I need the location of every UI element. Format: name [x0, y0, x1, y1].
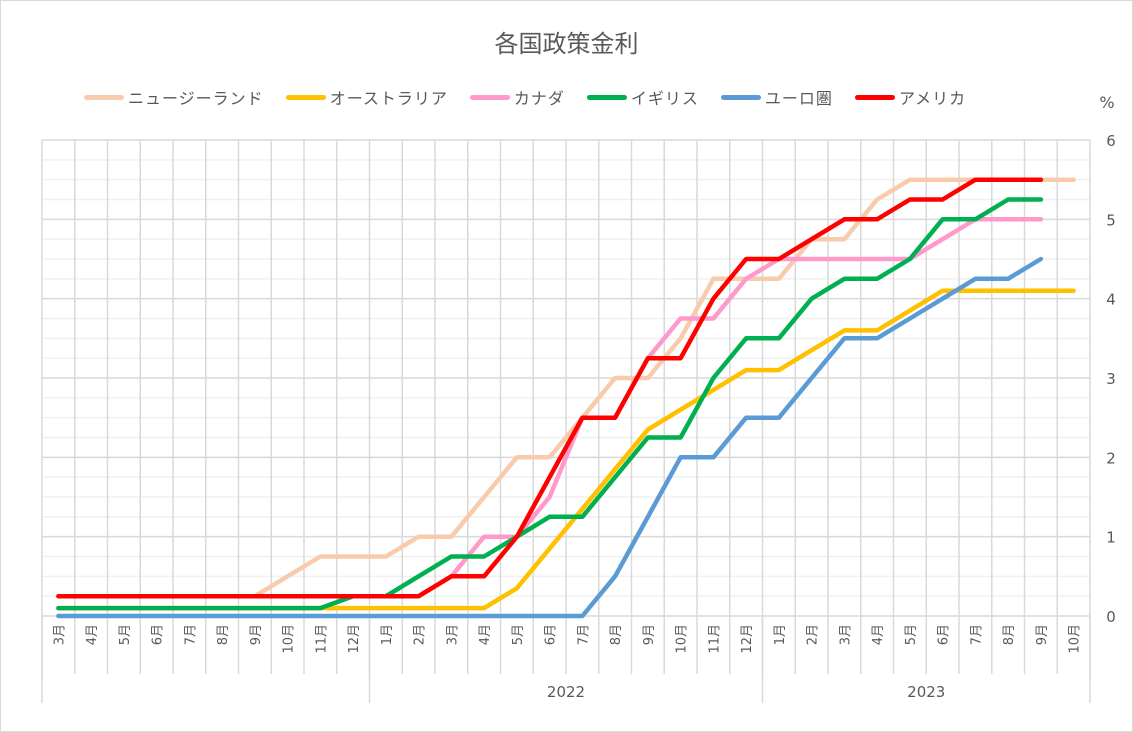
- legend-label: ニュージーランド: [128, 89, 264, 108]
- month-label: 8月: [1002, 624, 1017, 645]
- chart-legend: ニュージーランド オーストラリア カナダ イギリス ユーロ圏 アメリカ: [84, 86, 988, 108]
- series-line: [56, 256, 1044, 619]
- month-label: 1月: [380, 624, 395, 645]
- legend-label: アメリカ: [898, 89, 967, 108]
- legend-swatch-icon: [84, 94, 124, 100]
- legend-item: イギリス: [586, 85, 699, 109]
- month-label: 5月: [904, 624, 919, 645]
- chart-title: 各国政策金利: [494, 30, 639, 58]
- legend-swatch-icon: [469, 94, 510, 100]
- legend-item: カナダ: [469, 85, 565, 109]
- month-label: 3月: [445, 624, 460, 645]
- legend-label: イギリス: [630, 89, 699, 108]
- legend-swatch-icon: [586, 94, 627, 100]
- month-label: 2月: [413, 624, 428, 645]
- legend-label: カナダ: [513, 89, 565, 108]
- legend-swatch-icon: [285, 94, 326, 100]
- legend-swatch-icon: [854, 94, 895, 100]
- y-tick-label: 1: [1106, 529, 1116, 547]
- month-label: 12月: [740, 624, 755, 654]
- month-label: 3月: [838, 624, 853, 645]
- month-label: 9月: [249, 624, 264, 645]
- legend-item: ユーロ圏: [720, 85, 833, 109]
- month-label: 10月: [675, 624, 690, 654]
- month-label: 10月: [1068, 624, 1083, 654]
- month-label: 11月: [707, 624, 722, 654]
- month-label: 5月: [511, 624, 526, 645]
- y-tick-label: 3: [1106, 370, 1116, 388]
- month-label: 10月: [282, 624, 297, 654]
- month-label: 2月: [806, 624, 821, 645]
- legend-item: アメリカ: [854, 85, 967, 109]
- month-label: 4月: [85, 624, 100, 645]
- series-line: [56, 177, 1044, 599]
- year-label: 2023: [907, 683, 945, 701]
- month-label: 12月: [347, 624, 362, 654]
- y-tick-label: 0: [1106, 608, 1116, 626]
- y-tick-label: 6: [1106, 132, 1116, 150]
- y-axis-unit: %: [1099, 93, 1114, 112]
- series-line: [56, 197, 1044, 611]
- month-label: 3月: [52, 624, 67, 645]
- legend-label: ユーロ圏: [764, 89, 833, 108]
- month-label: 8月: [216, 624, 231, 645]
- legend-swatch-icon: [720, 94, 761, 100]
- month-label: 7月: [969, 624, 984, 645]
- month-label: 6月: [151, 624, 166, 645]
- month-label: 9月: [1035, 624, 1050, 645]
- y-tick-label: 2: [1106, 449, 1116, 467]
- month-label: 6月: [544, 624, 559, 645]
- month-label: 6月: [937, 624, 952, 645]
- legend-label: オーストラリア: [329, 89, 448, 108]
- month-label: 7月: [183, 624, 198, 645]
- month-label: 5月: [118, 624, 133, 645]
- month-label: 8月: [609, 624, 624, 645]
- year-label: 2022: [547, 683, 585, 701]
- legend-item: オーストラリア: [285, 85, 448, 109]
- month-label: 7月: [576, 624, 591, 645]
- month-label: 4月: [478, 624, 493, 645]
- month-label: 1月: [773, 624, 788, 645]
- y-tick-label: 4: [1106, 291, 1116, 309]
- month-label: 9月: [642, 624, 657, 645]
- month-label: 4月: [871, 624, 886, 645]
- month-label: 11月: [314, 624, 329, 654]
- legend-item: ニュージーランド: [84, 85, 264, 109]
- y-tick-label: 5: [1106, 211, 1116, 229]
